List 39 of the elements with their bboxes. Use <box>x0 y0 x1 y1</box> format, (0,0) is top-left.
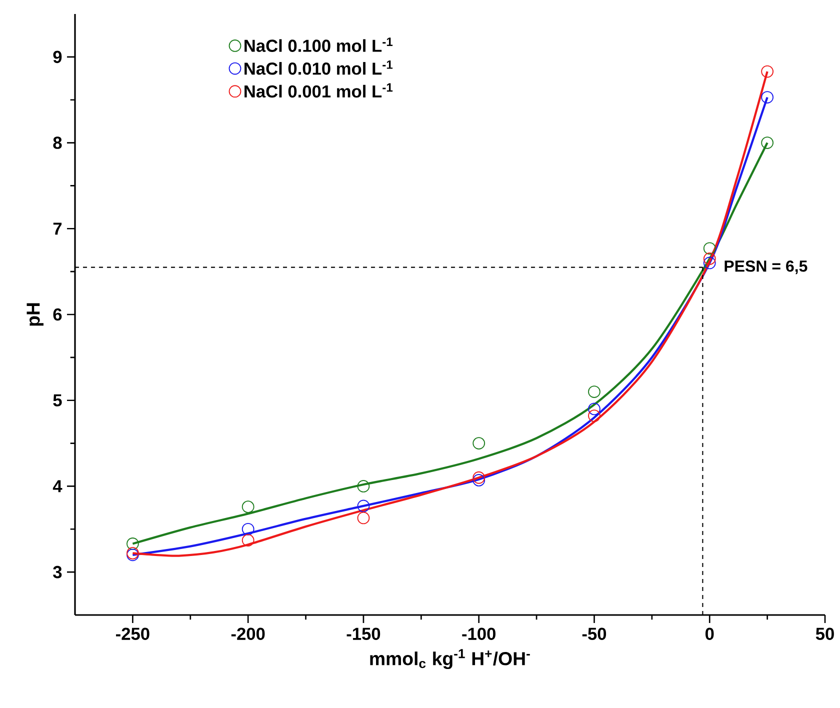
ref-line-label: PESN = 6,5 <box>724 260 808 274</box>
point <box>703 252 716 265</box>
y-tick-label: 7 <box>53 222 62 235</box>
x-axis-title: mmol$_{c}$ kg$^{-1}$ H$^{+}$/OH$^{-}$ <box>370 649 530 670</box>
point <box>761 136 774 149</box>
x-tick-label: -200 <box>231 628 265 640</box>
point <box>357 500 370 512</box>
y-tick-label: 9 <box>53 50 62 64</box>
point <box>242 534 254 547</box>
x-tick-label: 0 <box>705 628 714 640</box>
legend-label: NaCl 0.010 mol L$^{-1}$ <box>244 60 393 75</box>
point <box>761 91 774 104</box>
point <box>126 538 139 550</box>
y-tick-label: 3 <box>53 566 62 578</box>
y-tick-label: 6 <box>53 308 62 321</box>
legend-label: NaCl 0.001 mol L$^{-1}$ <box>244 83 393 98</box>
point <box>472 437 486 450</box>
x-tick-label: 50 <box>816 628 834 640</box>
point <box>242 500 254 514</box>
x-tick-label: -250 <box>116 628 150 640</box>
point <box>761 65 774 78</box>
legend-label: NaCl 0.100 mol L$^{-1}$ <box>244 38 393 52</box>
point <box>588 386 600 398</box>
point <box>703 256 716 270</box>
point <box>357 480 370 492</box>
y-axis-title: pH <box>26 303 44 326</box>
y-tick-label: 4 <box>52 480 62 492</box>
point <box>588 402 600 416</box>
point <box>357 512 370 524</box>
x-tick-label: -50 <box>582 628 606 640</box>
point <box>242 522 254 536</box>
y-tick-label: 5 <box>53 394 62 406</box>
y-tick-label: 8 <box>53 136 62 149</box>
point <box>703 242 716 255</box>
x-tick-label: -150 <box>346 628 380 640</box>
point <box>588 410 600 422</box>
point <box>472 474 486 486</box>
point <box>472 471 486 484</box>
x-tick-label: -100 <box>462 628 496 640</box>
